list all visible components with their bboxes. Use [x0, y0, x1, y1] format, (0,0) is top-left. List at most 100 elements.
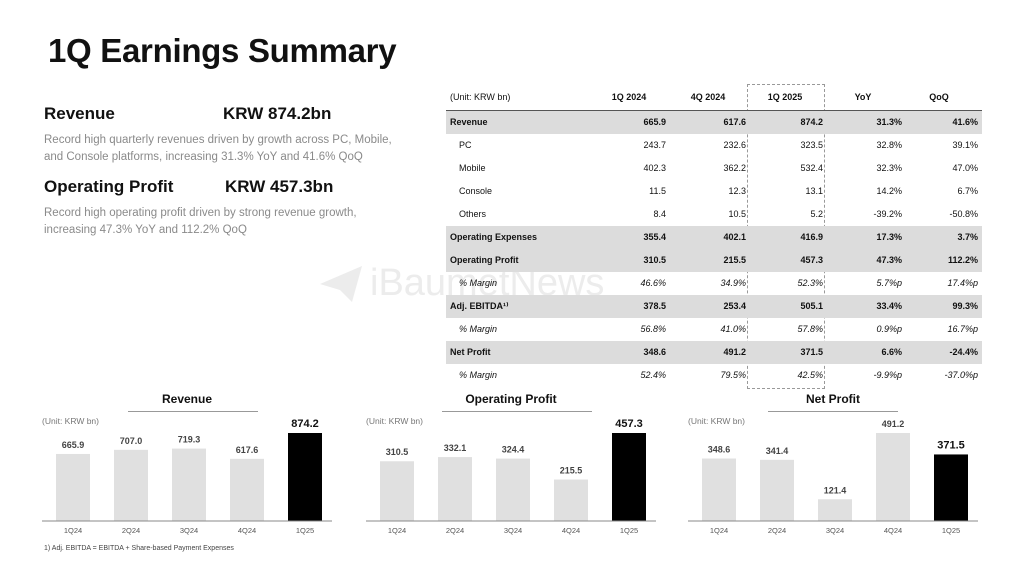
chart-unit: (Unit: KRW bn) — [688, 416, 745, 426]
table-cell: 46.6% — [640, 278, 666, 288]
table-cell: 0.9%p — [876, 324, 902, 334]
table-cell: 42.5% — [797, 370, 823, 380]
row-label: Mobile — [459, 163, 486, 173]
table-cell: -9.9%p — [873, 370, 902, 380]
kpi-op-label: Operating Profit — [44, 177, 174, 196]
bar — [438, 457, 472, 521]
chart-title: Revenue — [161, 392, 213, 406]
col-header: 4Q 2024 — [690, 92, 726, 102]
table-cell: 16.7%p — [947, 324, 978, 334]
x-tick-label: 1Q24 — [64, 526, 82, 535]
x-tick-label: 4Q24 — [238, 526, 256, 535]
table-cell: 99.3% — [952, 301, 978, 311]
table-cell: 56.8% — [640, 324, 666, 334]
table-cell: 253.4 — [723, 301, 746, 311]
table-row: % Margin 52.4% 79.5% 42.5% -9.9%p -37.0%p — [446, 364, 982, 387]
table-cell: 112.2% — [947, 255, 978, 265]
table-row: % Margin 46.6% 34.9% 52.3% 5.7%p 17.4%p — [446, 272, 982, 295]
table-cell: 13.1 — [805, 186, 823, 196]
bar — [114, 449, 148, 521]
x-tick-label: 1Q25 — [296, 526, 314, 535]
bar — [818, 499, 852, 521]
bar-chart-svg: 665.9 1Q24 707.0 2Q24 719.3 3Q24 617.6 4Q24 874.… — [42, 418, 332, 535]
table-cell: 39.1% — [952, 140, 978, 150]
x-tick-label: 1Q24 — [388, 526, 406, 535]
table-cell: -50.8% — [949, 209, 978, 219]
table-cell: 10.5 — [728, 209, 746, 219]
table-header: (Unit: KRW bn) 1Q 2024 4Q 2024 1Q 2025 Y… — [446, 86, 982, 110]
bar-value-label: 215.5 — [560, 466, 583, 476]
bar — [934, 454, 968, 521]
kpi-op-desc: Record high operating profit driven by s… — [44, 207, 357, 236]
table-cell: 5.7%p — [876, 278, 902, 288]
bar-value-label: 491.2 — [882, 419, 905, 429]
x-tick-label: 4Q24 — [884, 526, 902, 535]
table-cell: 52.4% — [640, 370, 666, 380]
bar — [230, 458, 264, 521]
table-cell: 874.2 — [800, 117, 823, 127]
row-label: Operating Expenses — [450, 232, 538, 242]
chart-title-rule — [128, 411, 258, 412]
kpi-revenue-value: KRW 874.2bn — [223, 104, 332, 123]
table-cell: 457.3 — [800, 255, 823, 265]
table-cell: 57.8% — [797, 324, 823, 334]
table-row: Console 11.5 12.3 13.1 14.2% 6.7% — [446, 180, 982, 203]
x-tick-label: 1Q25 — [942, 526, 960, 535]
x-tick-label: 1Q24 — [710, 526, 728, 535]
paper-plane-icon — [320, 265, 362, 302]
col-header: YoY — [854, 92, 872, 102]
chart-title-rule — [442, 411, 592, 412]
table-cell: 31.3% — [876, 117, 902, 127]
chart-unit: (Unit: KRW bn) — [42, 416, 99, 426]
table-cell: 362.2 — [723, 163, 746, 173]
x-tick-label: 1Q25 — [620, 526, 638, 535]
x-tick-label: 2Q24 — [768, 526, 786, 535]
bar-value-label: 332.1 — [444, 443, 467, 453]
table-cell: 79.5% — [720, 370, 746, 380]
table-row: Adj. EBITDA¹⁾ 378.5 253.4 505.1 33.4% 99.3% — [446, 295, 982, 318]
table-cell: 6.7% — [957, 186, 978, 196]
bar — [56, 453, 90, 521]
bar-chart-svg: 348.6 1Q24 341.4 2Q24 121.4 3Q24 491.2 4Q24 371.… — [688, 419, 978, 535]
bar-value-label: 665.9 — [62, 440, 85, 450]
table-cell: 41.0% — [720, 324, 746, 334]
bar — [288, 433, 322, 521]
chart-title: Operating Profit — [465, 392, 557, 406]
bar-value-label: 874.2 — [291, 418, 319, 430]
bar-value-label: 341.4 — [766, 446, 789, 456]
kpi-revenue: Revenue KRW 874.2bn Record high quarterl… — [44, 104, 404, 166]
table-row: Others 8.4 10.5 5.2 -39.2% -50.8% — [446, 203, 982, 226]
table-cell: 33.4% — [876, 301, 902, 311]
operating-profit-chart: Operating Profit (Unit: KRW bn) 310.5 1Q2… — [366, 392, 656, 552]
table-row: Operating Profit 310.5 215.5 457.3 47.3% 112.… — [446, 249, 982, 272]
table-cell: 310.5 — [643, 255, 666, 265]
table-cell: 402.1 — [723, 232, 746, 242]
table-cell: 532.4 — [800, 163, 823, 173]
table-cell: 6.6% — [881, 347, 902, 357]
row-label: Adj. EBITDA¹⁾ — [450, 301, 509, 311]
net-profit-chart: Net Profit (Unit: KRW bn) 348.6 1Q24 341.4… — [688, 392, 978, 552]
bar-value-label: 371.5 — [937, 439, 965, 451]
row-label: % Margin — [459, 370, 498, 380]
earnings-table: (Unit: KRW bn) 1Q 2024 4Q 2024 1Q 2025 Y… — [446, 86, 982, 387]
table-cell: 416.9 — [800, 232, 823, 242]
table-cell: 17.3% — [876, 232, 902, 242]
chart-title-rule — [768, 411, 898, 412]
table-cell: 402.3 — [643, 163, 666, 173]
table-cell: 3.7% — [957, 232, 978, 242]
table-cell: 14.2% — [876, 186, 902, 196]
bar — [172, 448, 206, 521]
kpi-revenue-label: Revenue — [44, 104, 115, 123]
bar-chart-svg: 310.5 1Q24 332.1 2Q24 324.4 3Q24 215.5 4Q24 457.… — [366, 418, 656, 535]
table-row: Revenue 665.9 617.6 874.2 31.3% 41.6% — [446, 111, 982, 134]
table-cell: 323.5 — [800, 140, 823, 150]
table-unit: (Unit: KRW bn) — [450, 92, 511, 102]
bar-value-label: 719.3 — [178, 435, 201, 445]
kpi-op-value: KRW 457.3bn — [225, 177, 334, 196]
x-tick-label: 3Q24 — [504, 526, 522, 535]
table-cell: 12.3 — [728, 186, 746, 196]
table-cell: 348.6 — [643, 347, 666, 357]
bar-value-label: 310.5 — [386, 447, 409, 457]
table-cell: 232.6 — [723, 140, 746, 150]
bar-value-label: 617.6 — [236, 445, 259, 455]
